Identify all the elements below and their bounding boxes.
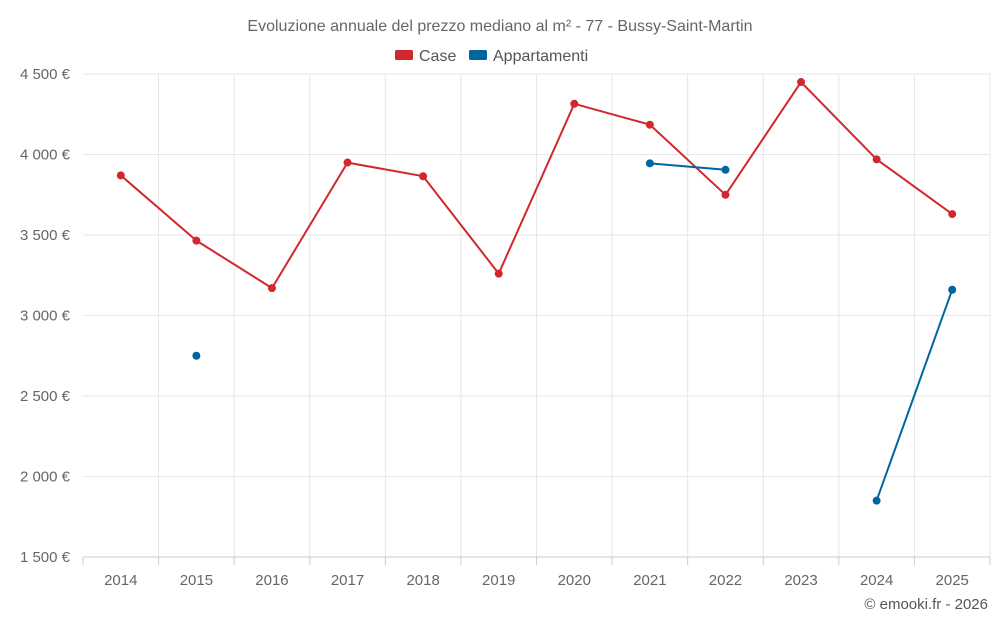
x-tick-label: 2018 (406, 572, 439, 589)
series-appartamenti (192, 159, 957, 505)
series-line (649, 162, 726, 171)
data-point[interactable] (343, 158, 352, 167)
data-point[interactable] (721, 165, 730, 174)
grid-lines (83, 73, 991, 557)
x-tick-label: 2017 (331, 572, 364, 589)
data-point[interactable] (645, 159, 654, 168)
y-tick-label: 3 000 € (20, 308, 71, 325)
legend-swatch (395, 50, 413, 60)
chart-title: Evoluzione annuale del prezzo mediano al… (247, 18, 752, 35)
series-line (875, 289, 954, 501)
data-point[interactable] (948, 210, 957, 219)
y-tick-label: 1 500 € (20, 549, 71, 566)
series-line (120, 81, 953, 290)
x-tick-label: 2021 (633, 572, 666, 589)
data-point[interactable] (948, 285, 957, 294)
x-tick-label: 2016 (255, 572, 288, 589)
data-point[interactable] (419, 172, 428, 181)
x-tick-label: 2014 (104, 572, 137, 589)
data-point[interactable] (797, 78, 806, 87)
data-point[interactable] (116, 171, 125, 180)
x-tick-label: 2023 (784, 572, 817, 589)
x-tick-label: 2019 (482, 572, 515, 589)
x-tick-label: 2015 (180, 572, 213, 589)
legend-swatch (469, 50, 487, 60)
data-point[interactable] (872, 155, 881, 164)
data-point[interactable] (192, 236, 201, 245)
data-point[interactable] (494, 269, 503, 278)
series-case (116, 78, 957, 293)
credit-text: © emooki.fr - 2026 (864, 596, 988, 613)
legend-label: Appartamenti (493, 48, 588, 65)
data-point[interactable] (267, 284, 276, 293)
y-tick-label: 2 000 € (20, 469, 71, 486)
y-tick-label: 4 500 € (20, 66, 71, 83)
y-tick-label: 2 500 € (20, 388, 71, 405)
x-tick-label: 2024 (860, 572, 893, 589)
data-point[interactable] (570, 99, 579, 108)
y-tick-label: 3 500 € (20, 227, 71, 244)
legend-item-case[interactable]: Case (395, 48, 456, 65)
y-tick-label: 4 000 € (20, 147, 71, 164)
data-point[interactable] (192, 351, 201, 360)
data-point[interactable] (645, 120, 654, 129)
legend[interactable]: Case Appartamenti (395, 48, 588, 65)
axes: 1 500 € 2 000 € 2 500 € 3 000 € 3 500 € 4 000… (20, 66, 991, 589)
legend-label: Case (419, 48, 456, 65)
data-point[interactable] (872, 496, 881, 505)
x-tick-label: 2020 (558, 572, 591, 589)
x-tick-label: 2025 (936, 572, 969, 589)
series-layer (116, 78, 957, 505)
x-tick-label: 2022 (709, 572, 742, 589)
legend-item-appartamenti[interactable]: Appartamenti (469, 48, 588, 65)
data-point[interactable] (721, 190, 730, 199)
